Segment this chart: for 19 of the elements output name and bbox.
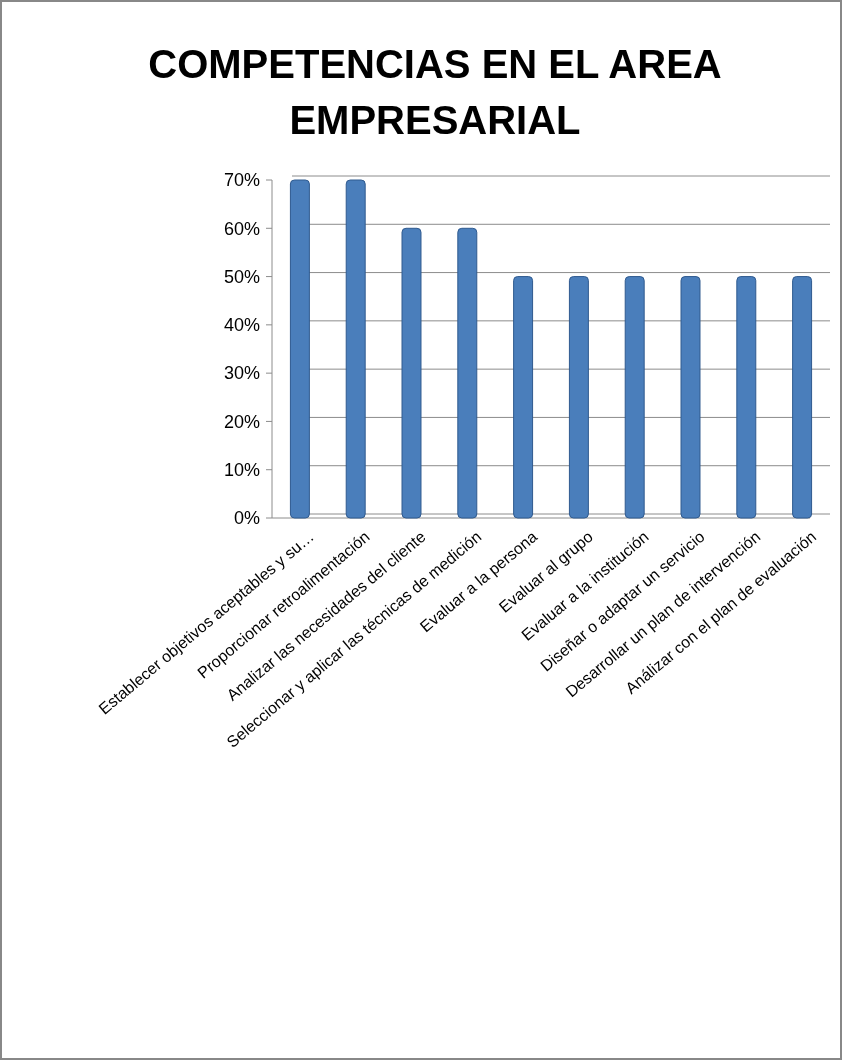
- bar: [792, 276, 813, 519]
- y-tick-label: 60%: [223, 218, 260, 239]
- bar: [513, 276, 534, 519]
- bar: [736, 276, 757, 519]
- y-tick-label: 30%: [223, 363, 260, 384]
- bar: [289, 179, 310, 519]
- y-tick-label: 40%: [223, 315, 260, 336]
- bar: [401, 227, 422, 519]
- bar: [680, 276, 701, 519]
- bar: [568, 276, 589, 519]
- chart-title: COMPETENCIAS EN EL AREA EMPRESARIAL: [148, 42, 722, 142]
- y-tick-label: 20%: [223, 411, 260, 432]
- y-tick-label: 10%: [223, 460, 260, 481]
- y-tick-label: 50%: [223, 266, 260, 287]
- bar: [624, 276, 645, 519]
- y-tick-label: 0%: [233, 508, 260, 529]
- bar: [457, 227, 478, 519]
- bar: [345, 179, 366, 519]
- y-tick-label: 70%: [223, 170, 260, 191]
